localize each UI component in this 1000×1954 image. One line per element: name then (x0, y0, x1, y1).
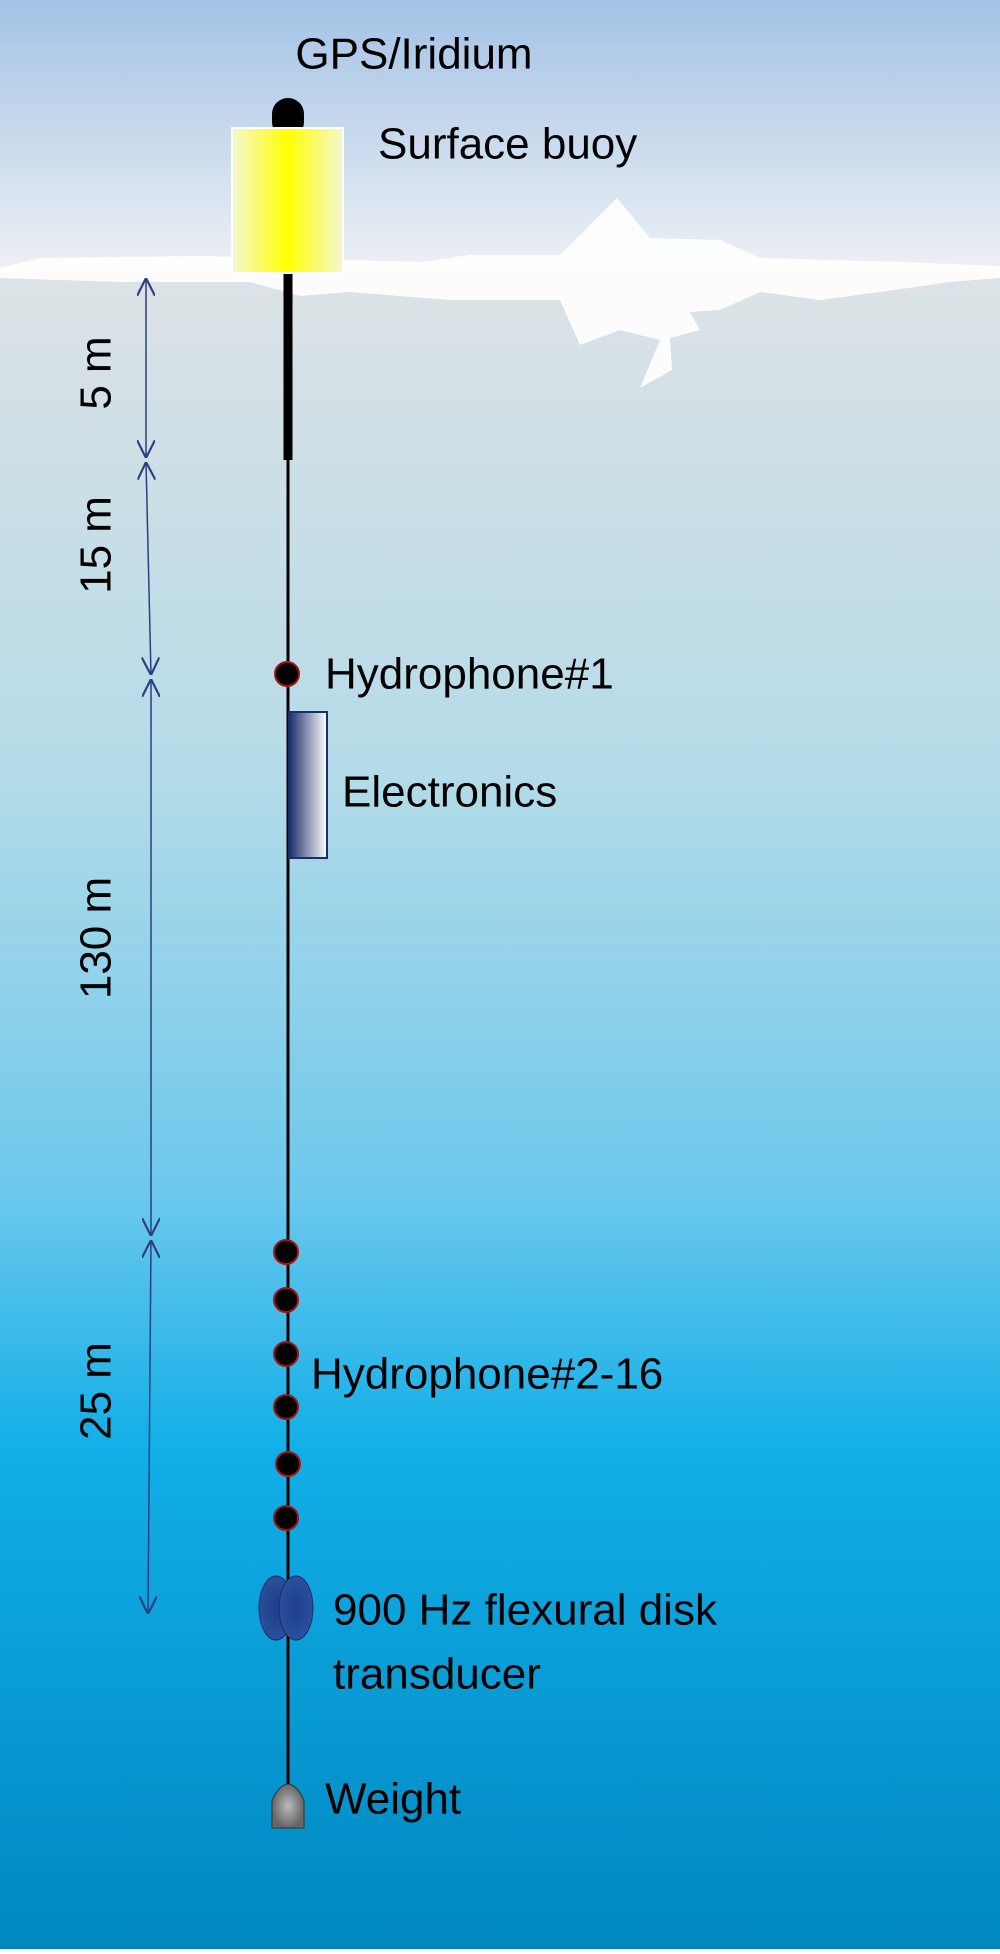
weight-label: Weight (325, 1775, 461, 1824)
hydrophone (273, 1505, 299, 1531)
hydrophone (275, 1451, 301, 1477)
transducer-label: 900 Hz flexural disk (333, 1586, 718, 1635)
sky (0, 0, 1000, 272)
dimension-label: 130 m (72, 877, 121, 999)
dimension-label: 25 m (72, 1342, 121, 1440)
electronics-label: Electronics (342, 768, 557, 817)
hydrophone (274, 661, 300, 687)
sea (0, 272, 1000, 1949)
antenna-label: GPS/Iridium (295, 30, 532, 79)
dimension-label: 15 m (72, 496, 121, 594)
hydrophones-label: Hydrophone#2-16 (311, 1350, 663, 1399)
electronics-box (288, 711, 328, 859)
dimension (146, 462, 151, 675)
hydrophone (273, 1341, 299, 1367)
hydrophone-label: Hydrophone#1 (325, 650, 614, 699)
hydrophone (273, 1239, 299, 1265)
hydrophone (273, 1287, 299, 1313)
transducer-disk (278, 1575, 314, 1641)
hydrophone-array (273, 1239, 301, 1531)
transducer-label: transducer (333, 1650, 541, 1699)
hydrophone (273, 1394, 299, 1420)
buoy-label: Surface buoy (378, 120, 637, 169)
dimension (148, 1240, 151, 1614)
weight (271, 1783, 305, 1829)
dimension-lines (146, 278, 151, 1614)
buoy (231, 127, 344, 274)
dimension-label: 5 m (72, 336, 121, 409)
ice (0, 198, 1000, 388)
